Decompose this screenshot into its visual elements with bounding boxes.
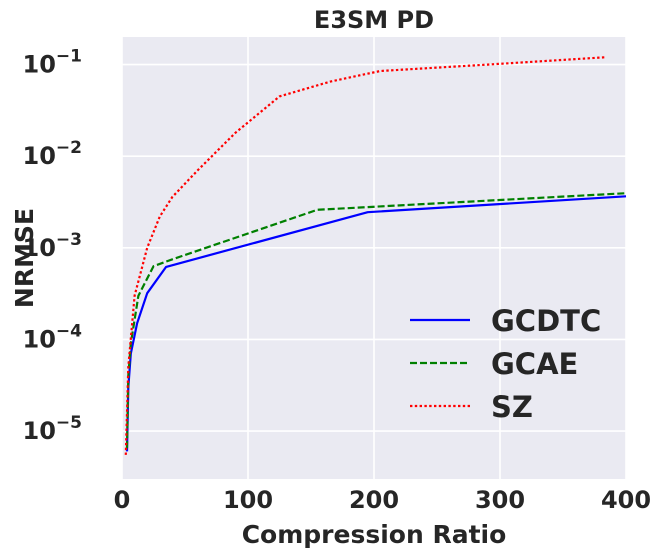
- y-tick-base: 10: [23, 325, 56, 353]
- x-tick-labels: 0 100 200 300 400: [114, 486, 651, 514]
- legend: GCDTC GCAE SZ: [410, 304, 601, 424]
- x-tick-label: 100: [223, 486, 273, 514]
- x-axis-label: Compression Ratio: [242, 520, 507, 549]
- y-tick-exponent: −5: [56, 413, 82, 433]
- series-layer: [124, 56, 627, 455]
- x-tick-label: 300: [475, 486, 525, 514]
- y-tick-base: 10: [23, 51, 56, 79]
- x-tick-label: 0: [114, 486, 131, 514]
- y-tick-label: 10−1: [23, 47, 82, 79]
- y-tick-exponent: −2: [56, 138, 82, 158]
- legend-label-gcdtc: GCDTC: [491, 304, 601, 338]
- y-tick-exponent: −1: [56, 47, 82, 67]
- y-tick-label: 10−5: [23, 413, 82, 445]
- y-tick-label: 10−4: [23, 321, 83, 353]
- series-line-sz: [124, 56, 605, 455]
- y-tick-labels: 10−510−410−310−210−1: [23, 47, 83, 446]
- y-tick-exponent: −3: [56, 230, 82, 250]
- y-tick-base: 10: [23, 142, 56, 170]
- y-tick-label: 10−3: [23, 230, 82, 262]
- y-tick-exponent: −4: [56, 321, 82, 341]
- legend-label-sz: SZ: [491, 390, 533, 424]
- series-line-gcae: [125, 192, 627, 449]
- y-tick-base: 10: [23, 417, 56, 445]
- x-tick-label: 200: [349, 486, 399, 514]
- x-tick-label: 400: [601, 486, 651, 514]
- chart-title: E3SM PD: [314, 6, 434, 34]
- y-tick-base: 10: [23, 234, 56, 262]
- legend-label-gcae: GCAE: [491, 347, 578, 381]
- y-tick-label: 10−2: [23, 138, 82, 170]
- y-axis-label: NRMSE: [10, 208, 39, 308]
